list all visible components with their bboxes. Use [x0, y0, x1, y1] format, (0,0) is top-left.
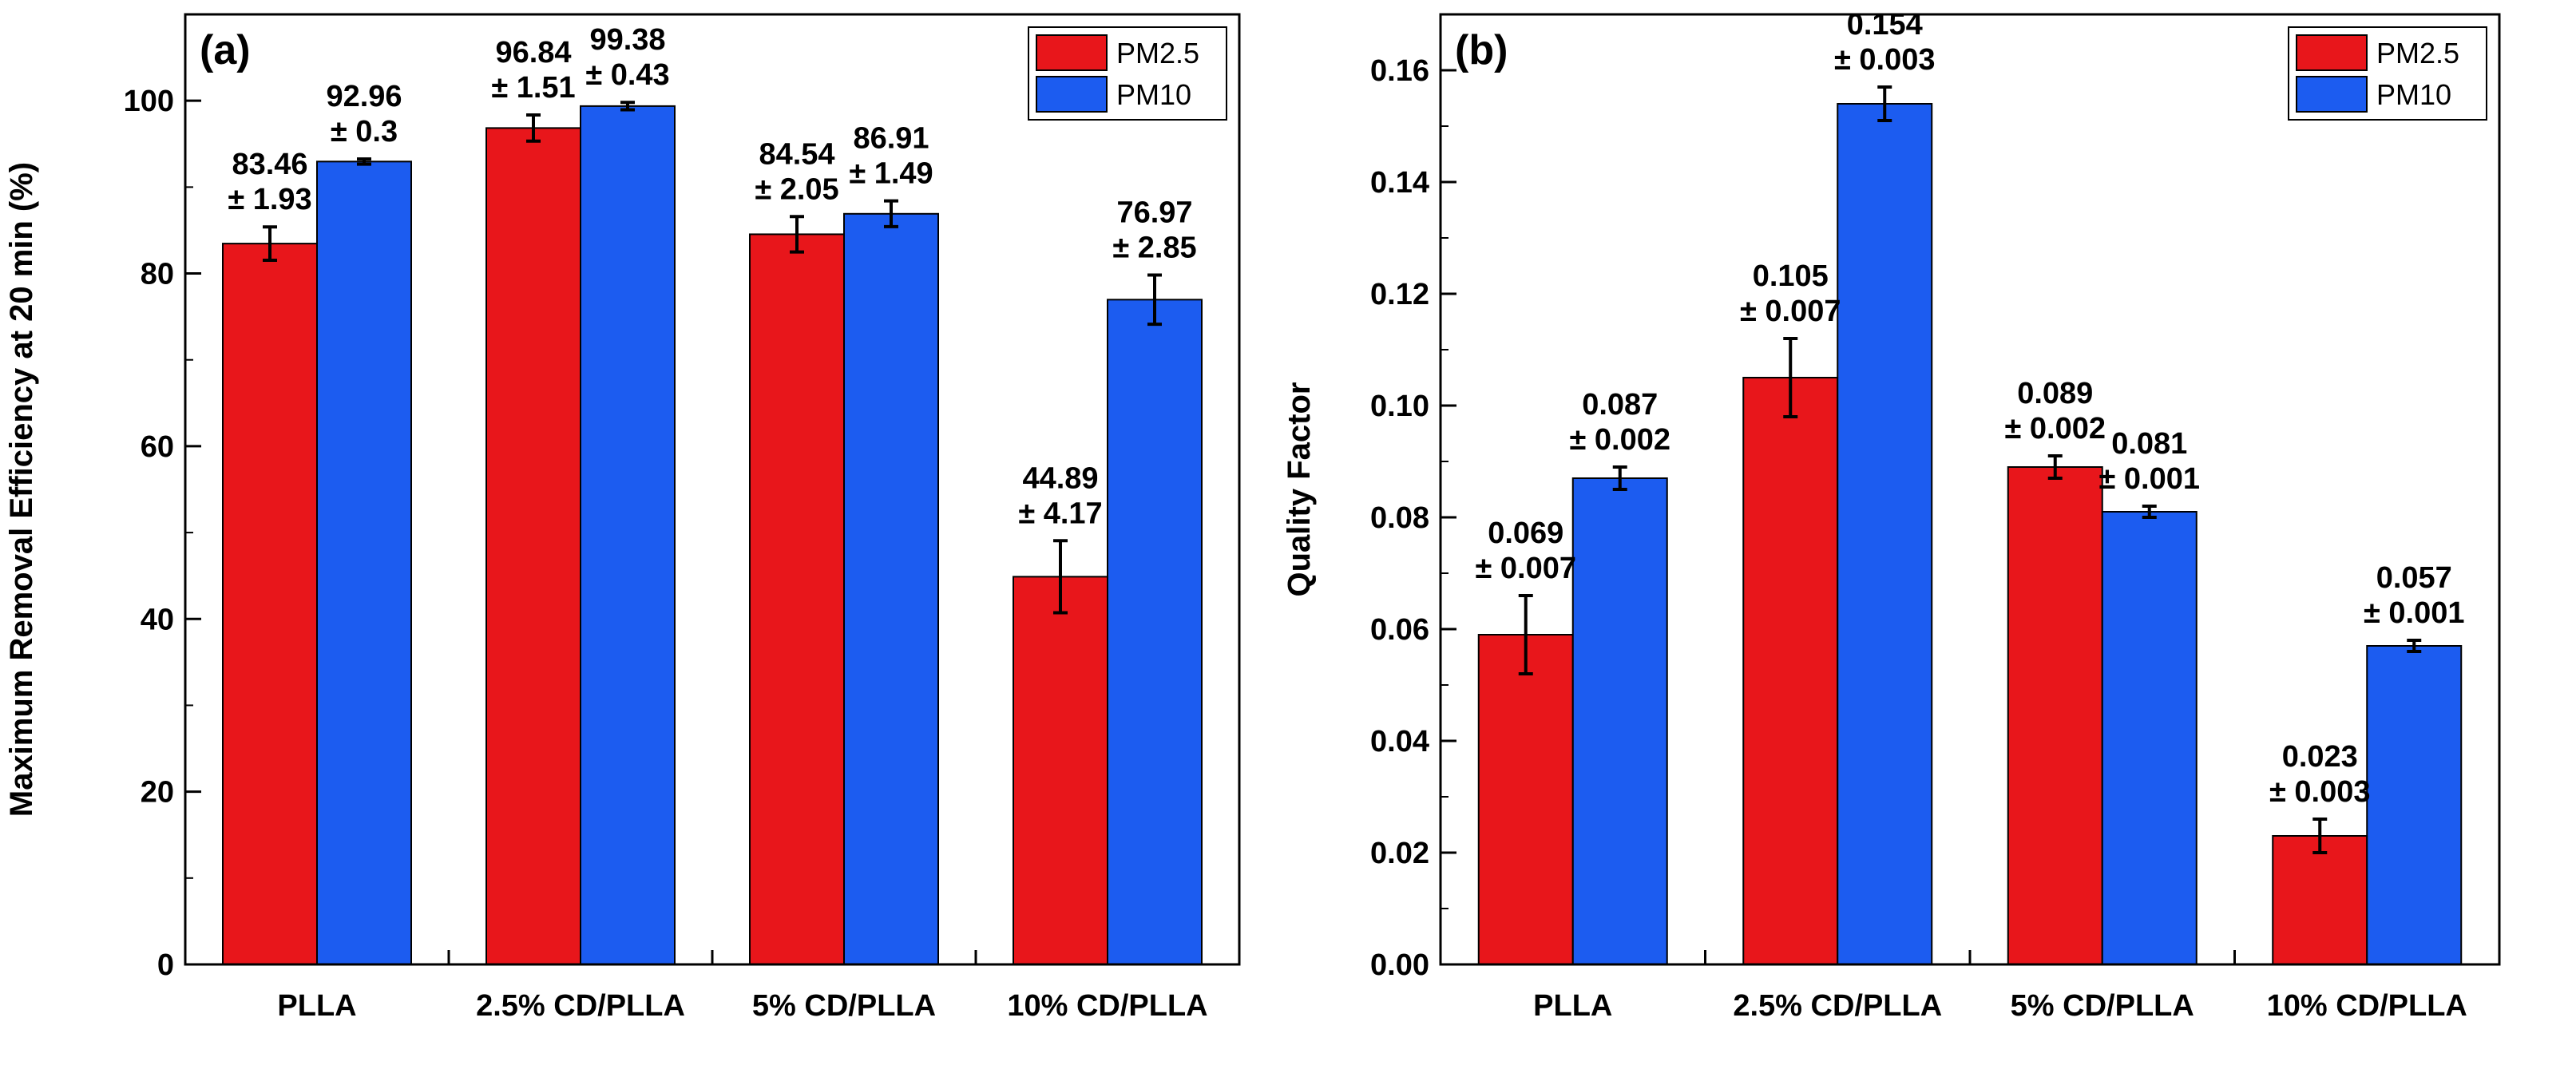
chart-a-data-label-pm10-2: 99.38 ± 0.43: [585, 23, 669, 92]
chart-b-y-tick-label: 0.12: [1370, 278, 1429, 311]
chart-a-data-label-pm25-1: 83.46 ± 1.93: [228, 148, 311, 216]
chart-b-bar-pm25-1: [1477, 634, 1574, 965]
chart-b-error-bar-pm10-3: [2142, 505, 2157, 519]
chart-b-error-bar-pm10-1: [1612, 465, 1627, 491]
chart-b-data-label-pm25-3: 0.089 ± 0.002: [2004, 377, 2106, 445]
chart-b-panel-label: (b): [1455, 27, 1508, 73]
chart-b-legend-swatch-pm10: [2296, 76, 2368, 113]
chart-b-x-tick-label-4: 10% CD/PLLA: [2267, 989, 2467, 1023]
chart-b-y-tick-label: 0.00: [1370, 948, 1429, 982]
chart-b-x-tick-label-3: 5% CD/PLLA: [2011, 989, 2194, 1023]
chart-b-y-tick-label: 0.08: [1370, 501, 1429, 535]
chart-b-error-bar-pm25-4: [2312, 818, 2328, 854]
chart-a-bar-pm10-4: [1107, 299, 1203, 966]
chart-a-legend-swatch-pm10: [1036, 76, 1108, 113]
chart-a-error-bar-pm25-4: [1053, 539, 1068, 615]
chart-a-legend-label-pm10: PM10: [1116, 78, 1191, 111]
chart-a-error-bar-pm10-4: [1147, 273, 1162, 327]
chart-a-x-tick-label-2: 2.5% CD/PLLA: [476, 989, 685, 1023]
chart-a-x-tick-label-4: 10% CD/PLLA: [1007, 989, 1207, 1023]
chart-a-y-tick-label: 80: [141, 258, 174, 291]
chart-b-y-axis-title: Quality Factor: [1282, 382, 1317, 597]
chart-b-data-label-pm10-1: 0.087 ± 0.002: [1569, 388, 1670, 457]
chart-b-data-label-pm25-1: 0.069 ± 0.007: [1475, 517, 1576, 585]
chart-b-legend-label-pm10: PM10: [2376, 78, 2451, 111]
chart-a-y-tick-label: 40: [141, 603, 174, 636]
chart-a-legend-swatch-pm25: [1036, 34, 1108, 71]
chart-a-bar-pm10-2: [580, 105, 676, 966]
chart-a-data-label-pm10-1: 92.96 ± 0.3: [326, 80, 402, 148]
chart-a-legend: PM2.5 PM10: [1028, 26, 1227, 121]
chart-a-y-tick-label: 60: [141, 430, 174, 464]
chart-b-data-label-pm10-3: 0.081 ± 0.001: [2098, 427, 2200, 496]
chart-b-data-label-pm25-2: 0.105 ± 0.007: [1740, 259, 1841, 328]
chart-b: 0.069 ± 0.007 0.105 ± 0.007 0.089 ± 0.002 0.02…: [1282, 8, 2501, 1023]
chart-b-x-tick-label-2: 2.5% CD/PLLA: [1733, 989, 1942, 1023]
chart-b-bar-pm25-3: [2007, 466, 2103, 965]
chart-a-legend-label-pm25: PM2.5: [1116, 37, 1199, 69]
chart-a-data-label-pm10-4: 76.97 ± 2.85: [1112, 196, 1196, 264]
chart-a-data-label-pm25-2: 96.84 ± 1.51: [491, 36, 575, 105]
chart-b-y-tick-label: 0.10: [1370, 390, 1429, 423]
chart-a-data-label-pm10-3: 86.91 ± 1.49: [849, 122, 933, 191]
chart-b-bar-pm25-2: [1742, 377, 1839, 965]
chart-a-bar-pm25-4: [1013, 576, 1108, 965]
chart-a-error-bar-pm25-3: [790, 215, 804, 254]
chart-b-legend-label-pm25: PM2.5: [2376, 37, 2459, 69]
chart-a-x-tick-label-3: 5% CD/PLLA: [752, 989, 936, 1023]
chart-b-error-bar-pm10-4: [2407, 639, 2422, 653]
chart-a-bar-pm25-2: [485, 127, 581, 965]
chart-a-error-bar-pm25-2: [526, 113, 541, 143]
chart-b-bar-pm10-3: [2101, 511, 2198, 965]
chart-a-data-label-pm25-3: 84.54 ± 2.05: [755, 137, 838, 206]
chart-b-data-label-pm10-2: 0.154 ± 0.003: [1834, 8, 1936, 77]
chart-a-bar-pm25-3: [749, 233, 845, 965]
chart-b-x-tick-label-1: PLLA: [1533, 989, 1612, 1023]
chart-a-error-bar-pm10-1: [357, 157, 371, 166]
chart-a: 83.46 ± 1.93 96.84 ± 1.51 84.54 ± 2.05 44.89 ± …: [4, 13, 1241, 1023]
chart-b-error-bar-pm25-1: [1518, 594, 1533, 675]
chart-a-panel-label: (a): [200, 27, 251, 73]
chart-b-data-label-pm25-4: 0.023 ± 0.003: [2269, 740, 2371, 809]
chart-b-y-tick-label: 0.04: [1370, 725, 1429, 758]
chart-a-error-bar-pm10-3: [884, 199, 898, 228]
chart-a-y-tick-label: 20: [141, 776, 174, 810]
chart-a-error-bar-pm10-2: [620, 101, 635, 112]
chart-b-legend-swatch-pm25: [2296, 34, 2368, 71]
chart-b-bar-pm10-4: [2366, 645, 2463, 965]
chart-b-error-bar-pm25-2: [1783, 337, 1798, 418]
chart-b-error-bar-pm25-3: [2047, 454, 2063, 480]
chart-b-y-tick-label: 0.14: [1370, 166, 1429, 200]
chart-b-error-bar-pm10-2: [1877, 85, 1892, 122]
chart-b-data-label-pm10-4: 0.057 ± 0.001: [2364, 561, 2465, 630]
chart-a-bar-pm10-3: [843, 212, 939, 965]
chart-b-y-tick-label: 0.06: [1370, 613, 1429, 647]
chart-a-y-axis-title: Maximum Removal Efficiency at 20 min (%): [4, 162, 39, 817]
chart-a-bar-pm25-1: [222, 243, 318, 965]
chart-b-bar-pm10-2: [1837, 103, 1933, 965]
chart-a-y-tick-label: 100: [124, 85, 174, 118]
chart-a-data-label-pm25-4: 44.89 ± 4.17: [1018, 461, 1102, 530]
chart-b-y-tick-label: 0.02: [1370, 837, 1429, 870]
chart-b-y-tick-label: 0.16: [1370, 54, 1429, 88]
chart-b-legend: PM2.5 PM10: [2288, 26, 2487, 121]
chart-a-error-bar-pm25-1: [263, 225, 277, 262]
chart-b-bar-pm25-4: [2272, 835, 2368, 965]
chart-b-bar-pm10-1: [1571, 477, 1668, 965]
chart-a-bar-pm10-1: [316, 160, 412, 966]
chart-a-y-tick-label: 0: [157, 948, 174, 982]
chart-a-x-tick-label-1: PLLA: [277, 989, 356, 1023]
